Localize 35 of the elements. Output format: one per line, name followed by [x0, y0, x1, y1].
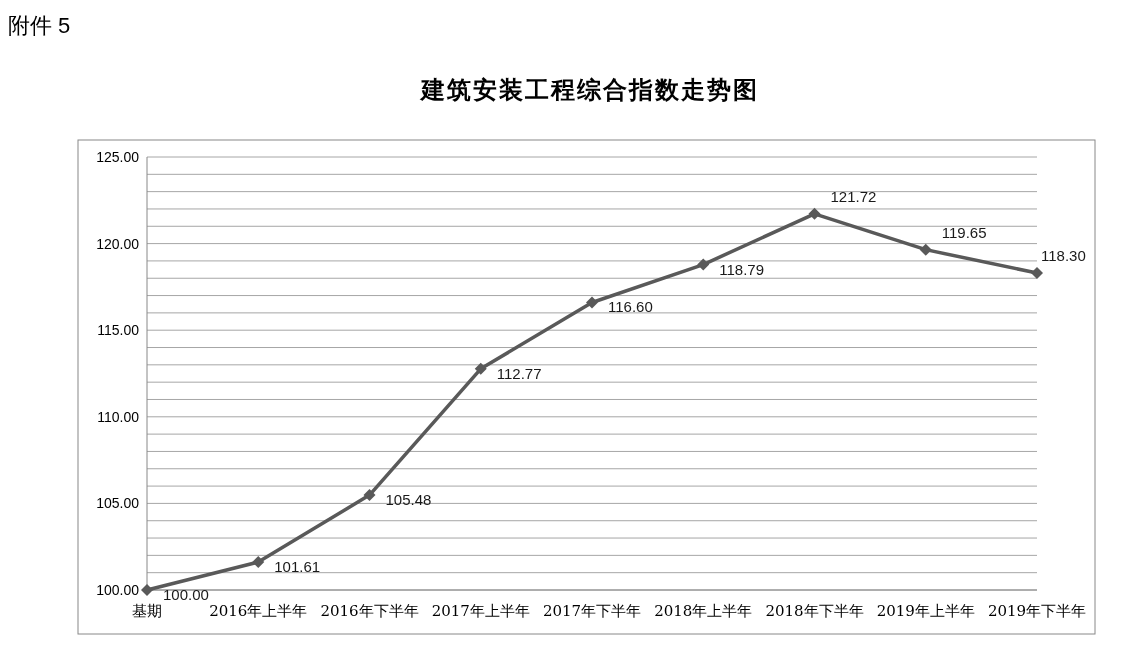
point	[808, 207, 821, 220]
x-tick-label: 2016年上半年	[209, 602, 308, 620]
chart-title: 建筑安装工程综合指数走势图	[419, 75, 759, 104]
y-tick-label: 115.00	[97, 322, 140, 339]
data-label: 121.72	[830, 187, 877, 205]
data-label: 118.79	[719, 260, 765, 278]
x-tick-label: 基期	[132, 602, 162, 620]
point	[363, 489, 376, 502]
point	[697, 258, 710, 271]
data-label: 118.30	[1041, 247, 1086, 265]
x-tick-label: 2017年下半年	[542, 602, 642, 620]
text: 附件 5	[8, 13, 71, 38]
point	[586, 296, 598, 309]
x-tick-label: 2019年下半年	[987, 602, 1087, 620]
data-label: 116.60	[608, 298, 653, 316]
x-tick-label: 2018年下半年	[765, 602, 864, 620]
point	[919, 243, 932, 256]
data-label: 100.00	[163, 586, 209, 603]
point	[1031, 267, 1043, 280]
y-tick-label: 100.00	[96, 582, 140, 598]
data-label: 101.61	[274, 558, 321, 576]
y-tick-label: 125.00	[96, 149, 140, 165]
y-tick-label: 110.00	[97, 408, 140, 425]
data-label: 105.48	[385, 491, 432, 509]
point	[474, 362, 487, 375]
x-tick-label: 2019年上半年	[876, 602, 975, 620]
y-tick-label: 120.00	[96, 235, 140, 252]
point	[252, 556, 265, 569]
x-tick-label: 2017年上半年	[431, 602, 530, 620]
data-label: 112.77	[496, 364, 542, 382]
y-tick-label: 105.00	[96, 495, 140, 512]
data-label: 119.65	[941, 223, 987, 241]
point	[141, 584, 153, 596]
x-tick-label: 2018年上半年	[654, 602, 753, 620]
x-tick-label: 2016年下半年	[320, 602, 419, 620]
